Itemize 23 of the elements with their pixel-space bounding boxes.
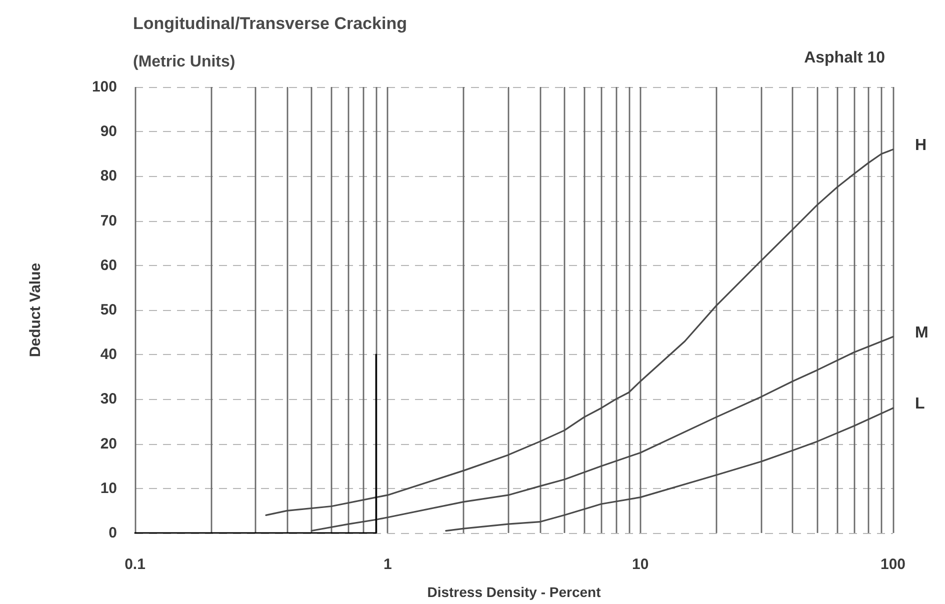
y-tick-label: 10 bbox=[100, 480, 117, 497]
y-tick-label: 80 bbox=[100, 168, 117, 185]
y-tick-label: 70 bbox=[100, 212, 117, 230]
chart-title: Longitudinal/Transverse Cracking bbox=[133, 14, 407, 33]
y-tick-label: 90 bbox=[100, 123, 117, 140]
x-axis-title: Distress Density - Percent bbox=[427, 584, 602, 600]
y-tick-label: 20 bbox=[100, 435, 117, 452]
series-label: H bbox=[915, 136, 927, 154]
y-tick-label: 30 bbox=[100, 390, 117, 408]
y-tick-label: 100 bbox=[92, 78, 117, 96]
series-label: M bbox=[915, 324, 928, 342]
x-tick-label: 10 bbox=[632, 556, 649, 573]
x-tick-label: 1 bbox=[383, 556, 392, 573]
text: Asphalt 10 bbox=[804, 50, 886, 66]
x-tick-label: 0.1 bbox=[124, 556, 146, 573]
y-axis-title: Deduct Value bbox=[27, 262, 44, 358]
y-tick-label: 60 bbox=[100, 256, 117, 274]
x-tick-label: 100 bbox=[880, 556, 906, 573]
y-tick-label: 40 bbox=[100, 346, 117, 364]
y-tick-label: 0 bbox=[108, 524, 117, 542]
y-tick-label: 50 bbox=[100, 302, 117, 318]
chart-subtitle: (Metric Units) bbox=[133, 54, 236, 70]
series-label: L bbox=[915, 396, 925, 413]
